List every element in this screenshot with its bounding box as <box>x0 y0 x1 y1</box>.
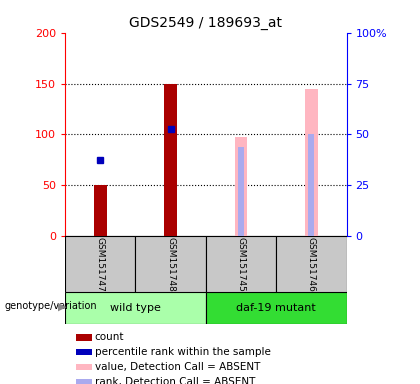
Bar <box>305 89 318 236</box>
Bar <box>276 236 346 292</box>
Text: GSM151746: GSM151746 <box>307 237 316 291</box>
Bar <box>94 185 107 236</box>
Bar <box>76 334 92 341</box>
Text: ▶: ▶ <box>58 302 66 312</box>
Bar <box>135 236 206 292</box>
Bar <box>206 236 276 292</box>
Text: GSM151747: GSM151747 <box>96 237 105 291</box>
Text: percentile rank within the sample: percentile rank within the sample <box>94 347 270 357</box>
Text: GSM151748: GSM151748 <box>166 237 175 291</box>
Bar <box>206 292 346 324</box>
Bar <box>76 379 92 384</box>
Title: GDS2549 / 189693_at: GDS2549 / 189693_at <box>129 16 282 30</box>
Bar <box>308 134 314 236</box>
Text: daf-19 mutant: daf-19 mutant <box>236 303 316 313</box>
Text: genotype/variation: genotype/variation <box>4 301 97 311</box>
Bar <box>65 236 135 292</box>
Text: count: count <box>94 333 124 343</box>
Bar <box>65 292 206 324</box>
Bar <box>164 84 177 236</box>
Bar <box>76 349 92 355</box>
Text: rank, Detection Call = ABSENT: rank, Detection Call = ABSENT <box>94 377 255 384</box>
Text: GSM151745: GSM151745 <box>236 237 245 291</box>
Bar <box>235 137 247 236</box>
Text: wild type: wild type <box>110 303 161 313</box>
Bar <box>76 364 92 370</box>
Text: value, Detection Call = ABSENT: value, Detection Call = ABSENT <box>94 362 260 372</box>
Bar <box>238 147 244 236</box>
